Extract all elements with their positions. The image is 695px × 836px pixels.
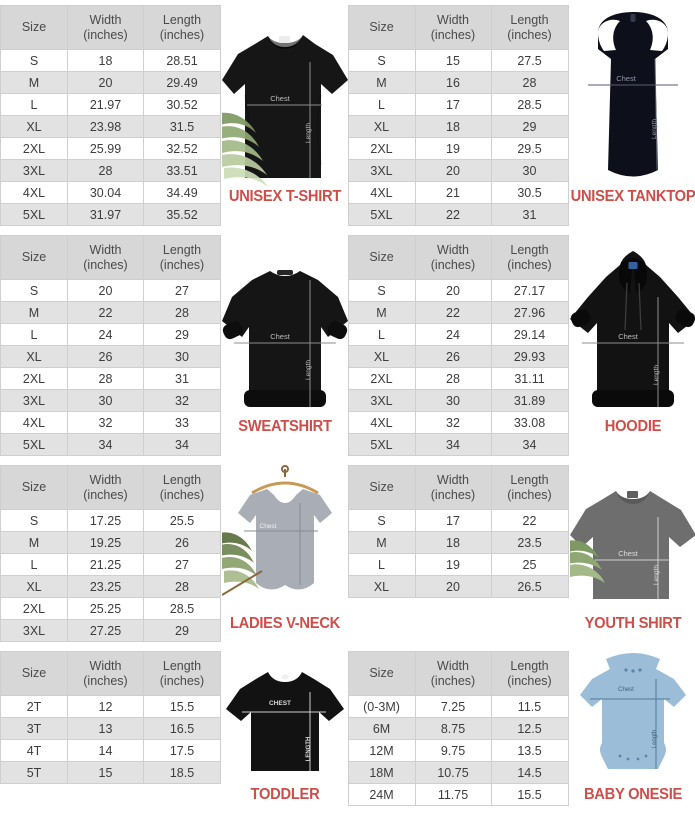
svg-text:Length: Length <box>305 360 312 380</box>
svg-text:Chest: Chest <box>618 687 634 693</box>
svg-text:Chest: Chest <box>616 74 637 83</box>
svg-text:Chest: Chest <box>618 332 639 341</box>
svg-text:CHEST: CHEST <box>269 700 291 707</box>
svg-text:Chest: Chest <box>618 549 639 558</box>
svg-text:Length: Length <box>653 365 660 385</box>
svg-text:Chest: Chest <box>270 332 291 341</box>
svg-text:Length: Length <box>651 119 658 139</box>
svg-text:Length: Length <box>653 565 660 585</box>
svg-text:Length: Length <box>305 123 312 143</box>
svg-text:LENGTH: LENGTH <box>306 737 312 762</box>
svg-text:Chest: Chest <box>260 523 277 530</box>
svg-text:Chest: Chest <box>270 94 291 103</box>
svg-text:Length: Length <box>652 730 658 748</box>
